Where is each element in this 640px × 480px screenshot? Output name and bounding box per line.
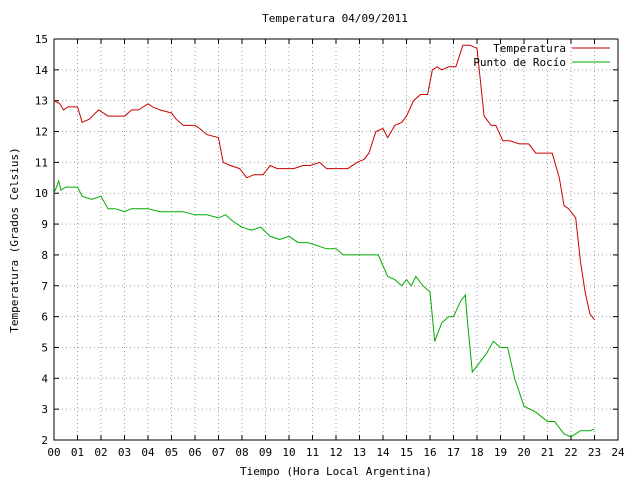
- x-tick-label: 18: [470, 446, 483, 459]
- x-tick-label: 11: [306, 446, 319, 459]
- x-tick-label: 12: [329, 446, 342, 459]
- y-tick-label: 8: [41, 249, 48, 262]
- x-tick-label: 04: [141, 446, 155, 459]
- x-tick-label: 01: [71, 446, 84, 459]
- temperatura-line: [53, 44, 595, 321]
- x-tick-label: 14: [376, 446, 390, 459]
- x-tick-label: 05: [165, 446, 178, 459]
- y-tick-label: 3: [41, 403, 48, 416]
- x-tick-label: 09: [259, 446, 272, 459]
- y-tick-label: 4: [41, 372, 48, 385]
- x-tick-label: 19: [494, 446, 507, 459]
- y-tick-label: 14: [35, 64, 49, 77]
- y-tick-label: 9: [41, 218, 48, 231]
- grid: [54, 39, 618, 440]
- x-axis: 00 01 02 03 04 05 06 07 08 09 10 11 12 13 14 15 16 17 18 19…: [47, 39, 625, 459]
- x-tick-label: 23: [588, 446, 601, 459]
- x-tick-label: 24: [611, 446, 625, 459]
- x-tick-label: 06: [188, 446, 201, 459]
- x-tick-label: 16: [423, 446, 436, 459]
- y-tick-label: 11: [35, 156, 48, 169]
- legend-label-temperatura: Temperatura: [493, 42, 566, 55]
- y-tick-label: 2: [41, 434, 48, 447]
- series-group: [53, 44, 595, 438]
- y-tick-label: 15: [35, 33, 48, 46]
- y-tick-label: 7: [41, 280, 48, 293]
- y-axis: 2 3 4 5 6 7 8 9 10 11 12 13 14 15: [35, 33, 618, 447]
- x-tick-label: 08: [235, 446, 248, 459]
- x-tick-label: 10: [282, 446, 295, 459]
- x-tick-label: 07: [212, 446, 225, 459]
- chart-title: Temperatura 04/09/2011: [262, 12, 408, 25]
- x-tick-label: 22: [564, 446, 577, 459]
- y-tick-label: 5: [41, 341, 48, 354]
- legend: Temperatura Punto de Rocío: [473, 42, 610, 69]
- x-tick-label: 00: [47, 446, 60, 459]
- x-tick-label: 17: [447, 446, 460, 459]
- punto-de-rocio-line: [53, 179, 595, 438]
- y-axis-label: Temperatura (Grados Celsius): [8, 147, 21, 332]
- y-tick-label: 10: [35, 187, 48, 200]
- x-tick-label: 02: [94, 446, 107, 459]
- x-tick-label: 21: [541, 446, 554, 459]
- legend-label-punto-de-rocio: Punto de Rocío: [473, 56, 566, 69]
- x-tick-label: 13: [353, 446, 366, 459]
- x-tick-label: 03: [118, 446, 131, 459]
- y-tick-label: 12: [35, 126, 48, 139]
- y-tick-label: 6: [41, 311, 48, 324]
- y-tick-label: 13: [35, 95, 48, 108]
- x-tick-label: 15: [400, 446, 413, 459]
- x-tick-label: 20: [517, 446, 530, 459]
- x-axis-label: Tiempo (Hora Local Argentina): [240, 465, 432, 478]
